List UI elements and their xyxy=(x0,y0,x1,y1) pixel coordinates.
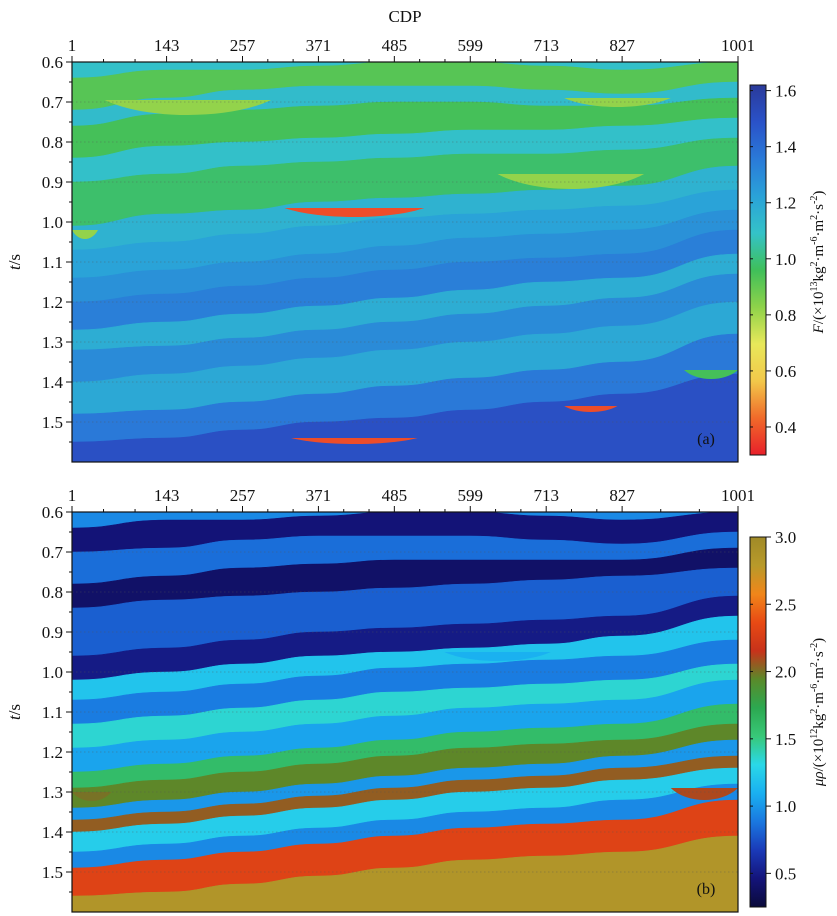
colorbar-tick-label-2: 1.5 xyxy=(775,730,796,749)
x-tick-label-7: 827 xyxy=(609,36,635,55)
colorbar-tick-label-0: 0.4 xyxy=(775,418,797,437)
y-tick-label-0: 0.6 xyxy=(42,53,63,72)
lens-2 xyxy=(670,788,738,800)
y-tick-label-5: 1.1 xyxy=(42,703,63,722)
y-tick-label-9: 1.5 xyxy=(42,413,63,432)
x-tick-label-1: 143 xyxy=(154,486,180,505)
y-tick-label-2: 0.8 xyxy=(42,583,63,602)
lens-0 xyxy=(444,652,551,661)
lens-1 xyxy=(72,792,112,801)
colorbar-tick-label-2: 0.8 xyxy=(775,306,796,325)
y-tick-label-9: 1.5 xyxy=(42,863,63,882)
lens-7 xyxy=(684,370,738,379)
plot-area-a xyxy=(72,62,738,462)
x-tick-label-2: 257 xyxy=(230,486,256,505)
y-axis-title-a-var: t xyxy=(5,264,24,270)
x-tick-label-3: 371 xyxy=(306,486,332,505)
x-tick-label-0: 1 xyxy=(68,486,77,505)
colorbar-tick-label-4: 1.2 xyxy=(775,194,796,213)
y-tick-label-5: 1.1 xyxy=(42,253,63,272)
lens-5 xyxy=(291,438,418,444)
colorbar-tick-label-6: 1.6 xyxy=(775,82,796,101)
y-tick-label-0: 0.6 xyxy=(42,503,63,522)
lens-3 xyxy=(284,208,425,217)
x-tick-label-8: 1001 xyxy=(721,486,755,505)
x-tick-label-2: 257 xyxy=(230,36,256,55)
layers-b xyxy=(72,512,738,912)
colorbar-tick-label-5: 3.0 xyxy=(775,528,796,547)
colorbar-tick-label-4: 2.5 xyxy=(775,595,796,614)
panel-b: 1 143 257 371 485 599 713 827 1001 0.6 0.7 0.8 0.9 1… xyxy=(5,486,827,913)
y-tick-label-1: 0.7 xyxy=(42,93,64,112)
x-tick-label-5: 599 xyxy=(458,36,484,55)
y-tick-label-7: 1.3 xyxy=(42,333,63,352)
colorbar-tick-label-3: 2.0 xyxy=(775,663,796,682)
colorbar-tick-label-3: 1.0 xyxy=(775,250,796,269)
x-axis-a: 1 143 257 371 485 599 713 827 1001 xyxy=(68,36,755,62)
y-tick-label-6: 1.2 xyxy=(42,293,63,312)
y-tick-label-2: 0.8 xyxy=(42,133,63,152)
y-tick-label-1: 0.7 xyxy=(42,543,64,562)
lens-6 xyxy=(564,406,618,412)
x-tick-label-4: 485 xyxy=(382,486,408,505)
panel-label-a: (a) xyxy=(697,431,715,448)
layers-a xyxy=(72,62,738,462)
colorbar-a-title: F/(×1013kg2·m-6·m2·s-2) xyxy=(809,191,827,335)
x-tick-label-5: 599 xyxy=(458,486,484,505)
x-tick-label-3: 371 xyxy=(306,36,332,55)
y-tick-label-8: 1.4 xyxy=(42,373,64,392)
x-tick-label-6: 713 xyxy=(533,36,559,55)
colorbar-tick-label-0: 0.5 xyxy=(775,864,796,883)
colorbar-tick-label-5: 1.4 xyxy=(775,138,797,157)
colorbar-b xyxy=(749,536,767,908)
lens-2 xyxy=(497,174,645,189)
plot-area-b xyxy=(72,512,738,912)
lens-0 xyxy=(104,100,272,115)
x-tick-label-6: 713 xyxy=(533,486,559,505)
layer-17 xyxy=(72,835,738,912)
x-axis-title-cdp: CDP xyxy=(388,7,421,26)
x-tick-label-4: 485 xyxy=(382,36,408,55)
lens-1 xyxy=(564,98,671,107)
y-tick-label-3: 0.9 xyxy=(42,173,63,192)
x-tick-label-1: 143 xyxy=(154,36,180,55)
gridlines-a xyxy=(72,62,738,423)
colorbar-b-ticks: 0.5 1.0 1.5 2.0 2.5 3.0 xyxy=(750,528,796,883)
x-tick-label-7: 827 xyxy=(609,486,635,505)
y-axis-title-b: t/s xyxy=(5,704,24,720)
colorbar-tick-label-1: 1.0 xyxy=(775,797,796,816)
y-axis-b: 0.6 0.7 0.8 0.9 1.0 1.1 1.2 1.3 1.4 1.5 xyxy=(42,503,72,893)
panel-label-b: (b) xyxy=(697,881,716,898)
colorbar-a xyxy=(749,84,767,456)
y-axis-title-b-unit: /s xyxy=(5,704,24,715)
x-tick-label-8: 1001 xyxy=(721,36,755,55)
y-tick-label-7: 1.3 xyxy=(42,783,63,802)
y-tick-label-3: 0.9 xyxy=(42,623,63,642)
gridlines-b xyxy=(72,512,738,873)
y-tick-label-4: 1.0 xyxy=(42,213,63,232)
colorbar-tick-label-1: 0.6 xyxy=(775,362,796,381)
y-axis-title-b-var: t xyxy=(5,714,24,720)
colorbar-b-title: μρ/(×1012kg2·m-6·m2·s-2) xyxy=(809,638,827,787)
lens-4 xyxy=(72,230,98,239)
x-tick-label-0: 1 xyxy=(68,36,77,55)
x-axis-b: 1 143 257 371 485 599 713 827 1001 xyxy=(68,486,755,512)
panel-a: CDP 1 143 257 371 485 599 713 827 1001 0.6 0.7 0.8… xyxy=(5,7,827,463)
colorbar-a-ticks: 0.4 0.6 0.8 1.0 1.2 1.4 1.6 xyxy=(750,82,797,437)
y-tick-label-8: 1.4 xyxy=(42,823,64,842)
y-axis-title-a-unit: /s xyxy=(5,254,24,265)
y-axis-title-a: t/s xyxy=(5,254,24,270)
y-axis-a: 0.6 0.7 0.8 0.9 1.0 1.1 1.2 1.3 1.4 1.5 xyxy=(42,53,72,443)
y-tick-label-6: 1.2 xyxy=(42,743,63,762)
y-tick-label-4: 1.0 xyxy=(42,663,63,682)
